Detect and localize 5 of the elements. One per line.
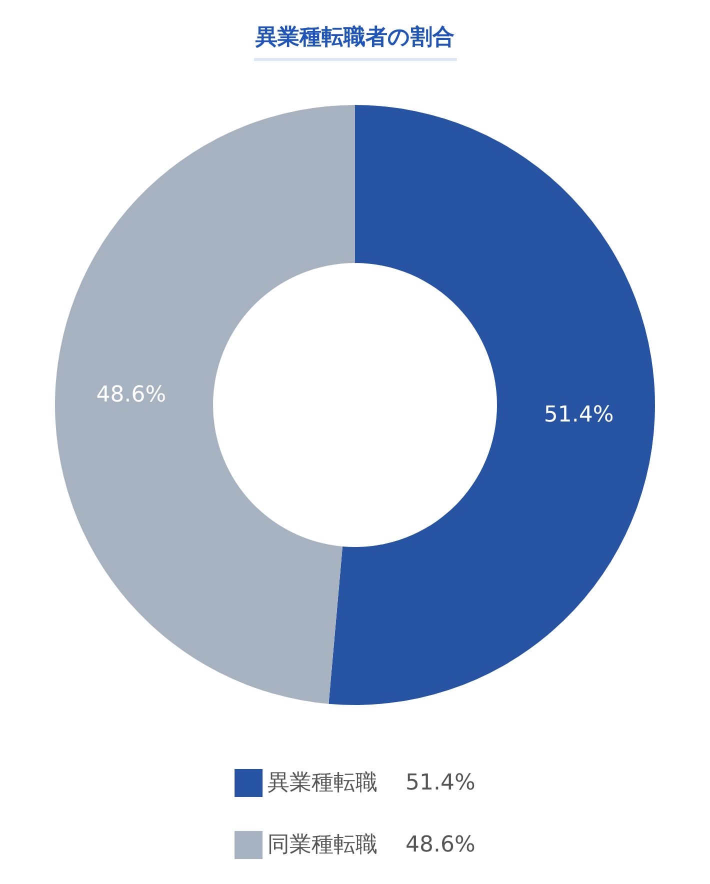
data-label: 48.6% <box>96 382 166 408</box>
legend-label: 同業種転職 48.6% <box>268 832 476 858</box>
data-label: 51.4% <box>544 402 614 428</box>
chart-title: 異業種転職者の割合 <box>254 22 456 61</box>
legend-label: 異業種転職 51.4% <box>268 770 476 796</box>
